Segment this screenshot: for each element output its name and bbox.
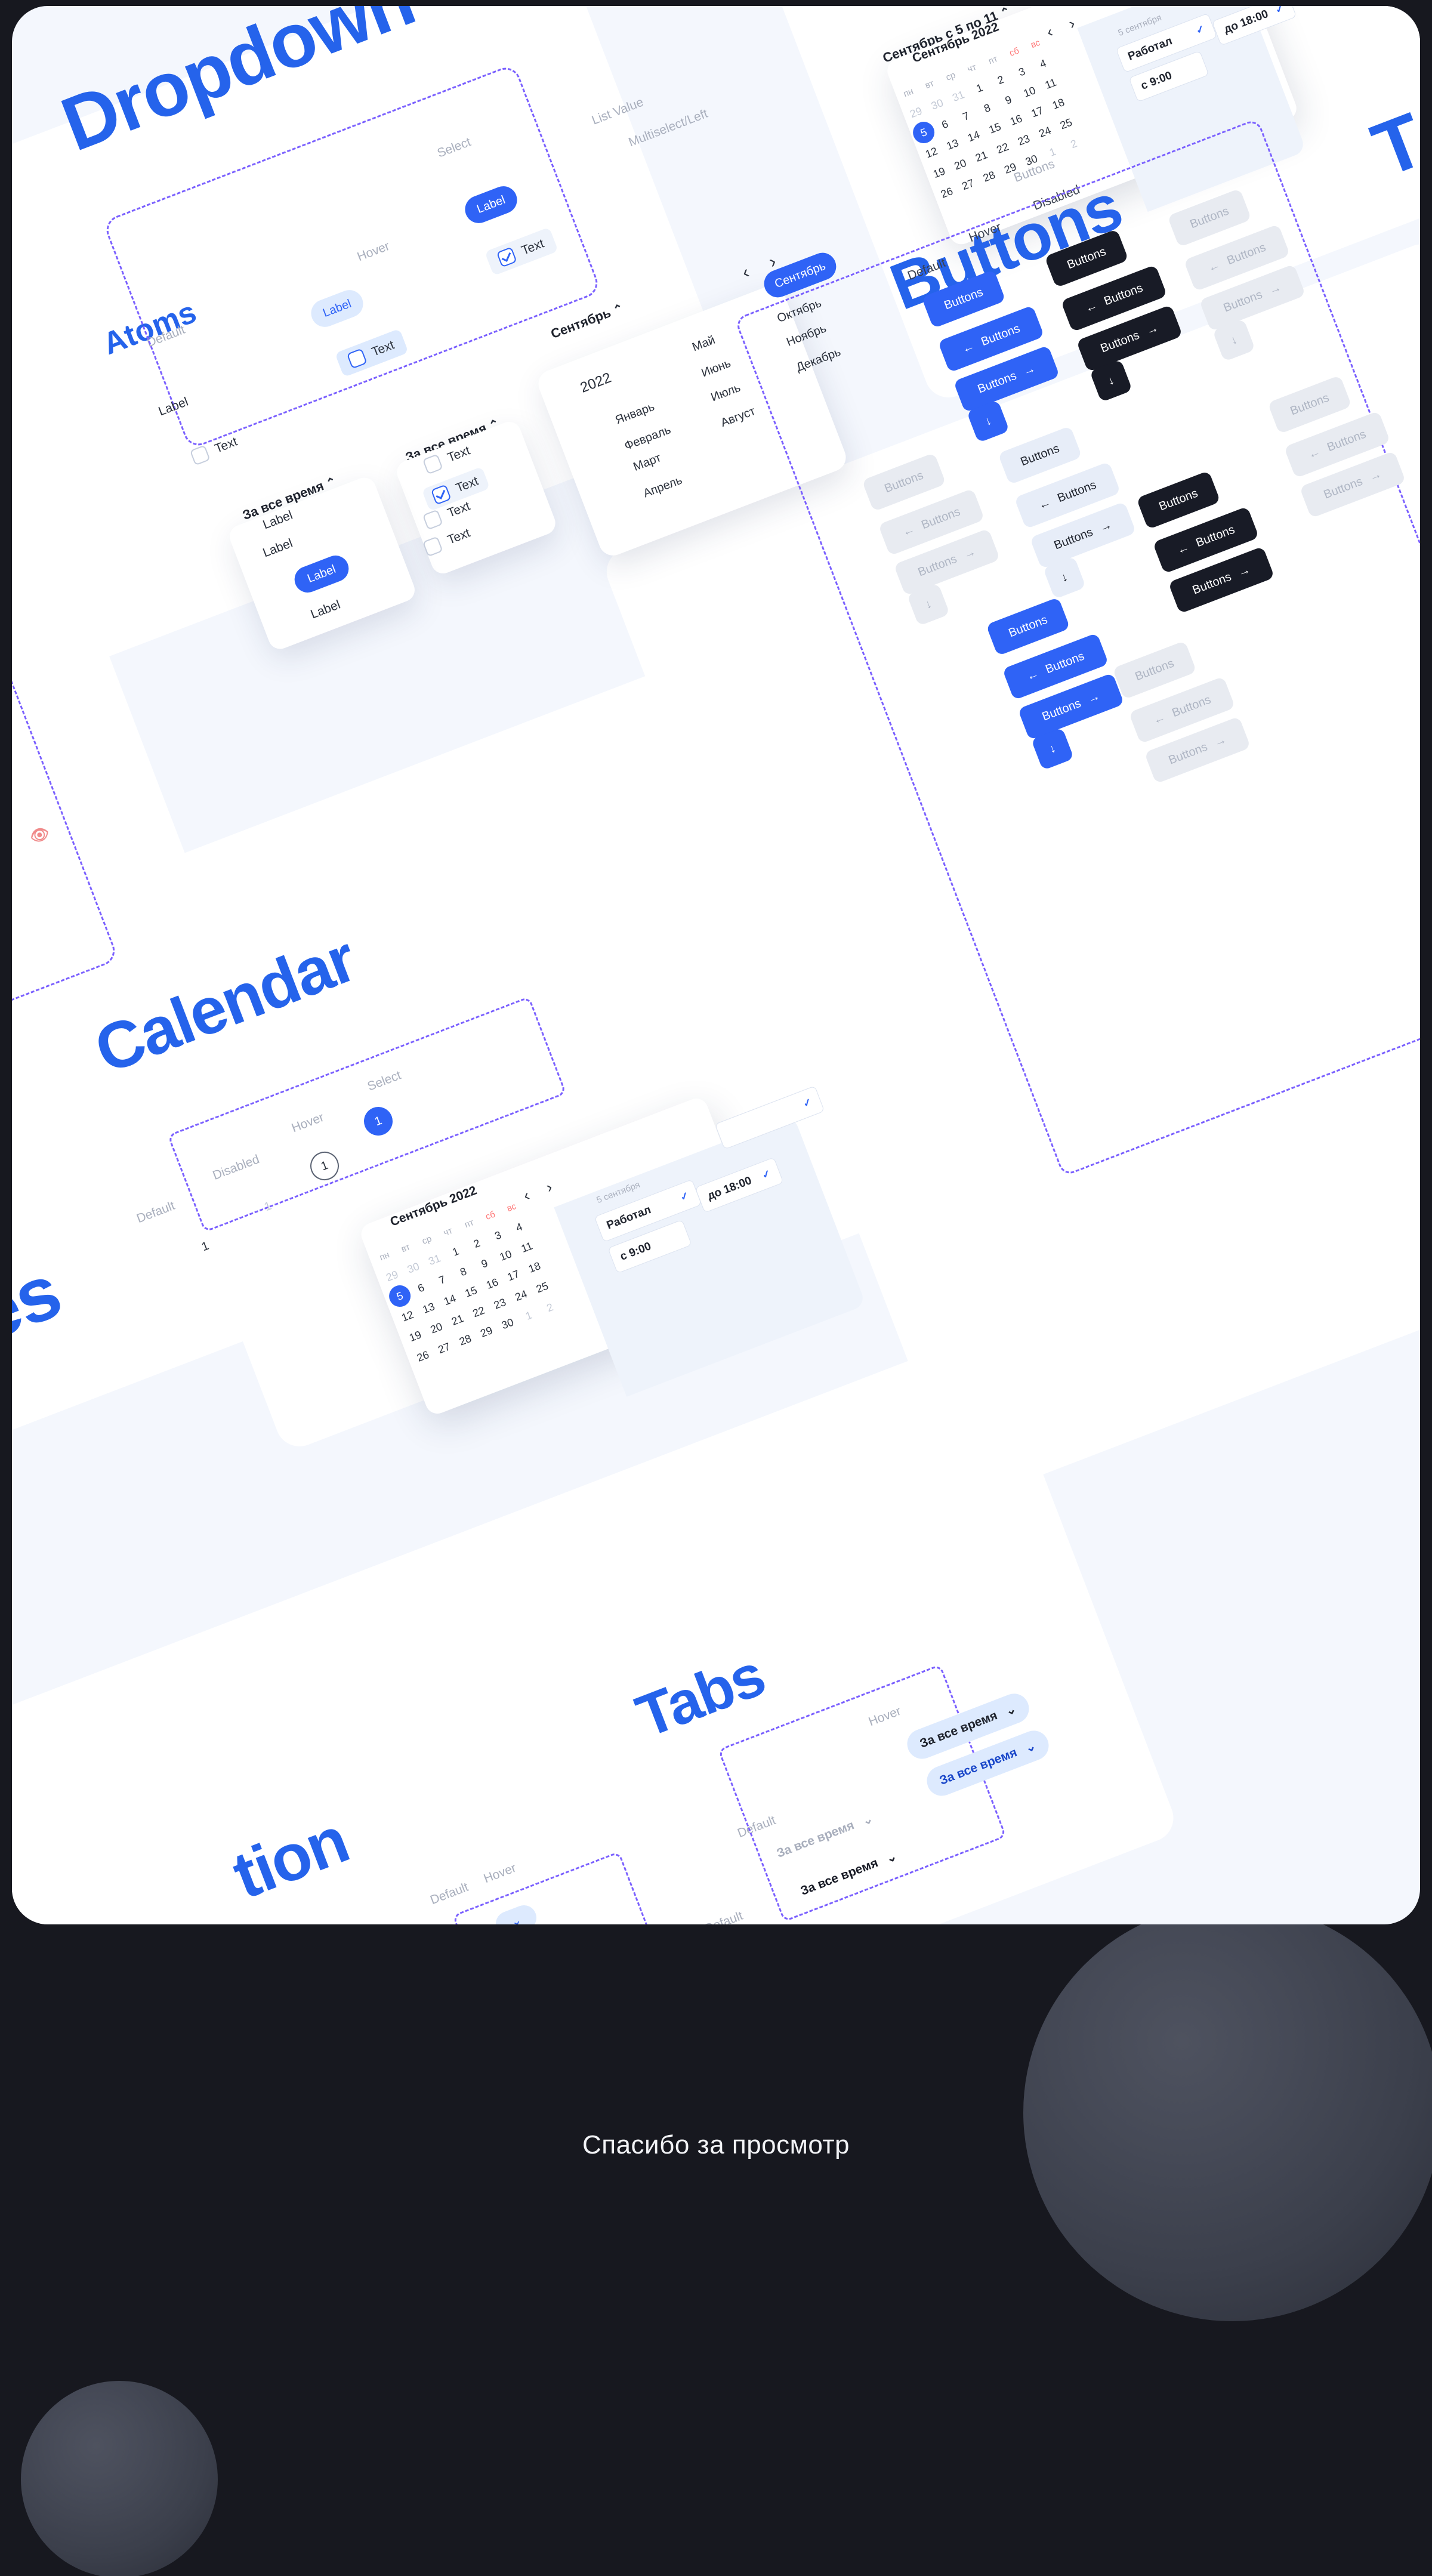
month-picker-prev[interactable]: ‹ (739, 262, 752, 283)
thanks-text: Спасибо за просмотр (582, 2130, 850, 2159)
arrow-right-icon: → (961, 545, 978, 562)
chevron-down-icon[interactable]: ✓ (801, 1096, 814, 1110)
chevron-down-icon[interactable]: ✓ (678, 1189, 691, 1204)
arrow-left-icon: ← (1024, 667, 1041, 684)
download-icon: ↓ (1229, 332, 1239, 347)
chevron-down-icon[interactable]: ✓ (1273, 6, 1286, 16)
download-icon: ↓ (923, 597, 934, 612)
chevron-down-icon: ⌄ (509, 1913, 523, 1924)
chevron-down-icon: ⌄ (1003, 1701, 1019, 1719)
arrow-left-icon: ← (1306, 445, 1322, 462)
arrow-left-icon: ← (1151, 710, 1167, 727)
arrow-right-icon: → (1236, 563, 1252, 579)
checkbox-icon[interactable] (346, 348, 368, 369)
download-icon: ↓ (983, 414, 993, 428)
arrow-right-icon: → (1085, 689, 1102, 706)
dropdown-item-select-text: Text (519, 236, 546, 258)
arrow-left-icon: ← (960, 339, 976, 356)
dropdown-item-hover-text: Text (369, 338, 396, 359)
sphere-decoration-large (1023, 1924, 1432, 2321)
arrow-right-icon: → (1267, 280, 1283, 297)
arrow-right-icon: → (1212, 733, 1229, 749)
download-icon: ↓ (1059, 570, 1070, 585)
arrow-left-icon: ← (1206, 258, 1222, 275)
chevron-down-icon: ⌄ (860, 1811, 875, 1828)
download-icon: ↓ (1106, 373, 1116, 388)
chevron-down-icon: ⌄ (884, 1849, 899, 1866)
sheet-tabs (12, 1330, 1181, 1924)
arrow-right-icon: → (1021, 362, 1038, 378)
arrow-right-icon: → (1097, 518, 1114, 535)
arrow-left-icon: ← (900, 522, 916, 539)
arrow-right-icon: → (1144, 321, 1161, 338)
checkbox-checked-icon[interactable] (496, 246, 517, 268)
arrow-right-icon: → (1367, 467, 1384, 484)
chevron-down-icon[interactable]: ✓ (760, 1167, 773, 1181)
checkbox-checked-icon[interactable] (430, 484, 452, 505)
sphere-decoration-small (21, 2381, 218, 2576)
light-canvas: Dropdown Atoms Default Hover Select List… (12, 6, 1420, 1924)
dropdown-label-hover-text: Label (321, 297, 353, 320)
chevron-down-icon: ⌄ (1023, 1738, 1038, 1756)
arrow-left-icon: ← (1036, 495, 1053, 513)
arrow-left-icon: ← (1083, 298, 1099, 316)
arrow-left-icon: ← (1175, 540, 1191, 557)
chevron-down-icon[interactable]: ✓ (1194, 23, 1206, 37)
dark-footer: Спасибо за просмотр (0, 1924, 1432, 2576)
dropdown-label-select-text: Label (475, 193, 507, 216)
state-label-multiselect: Multiselect/Left (626, 106, 710, 150)
download-icon: ↓ (1047, 741, 1058, 756)
